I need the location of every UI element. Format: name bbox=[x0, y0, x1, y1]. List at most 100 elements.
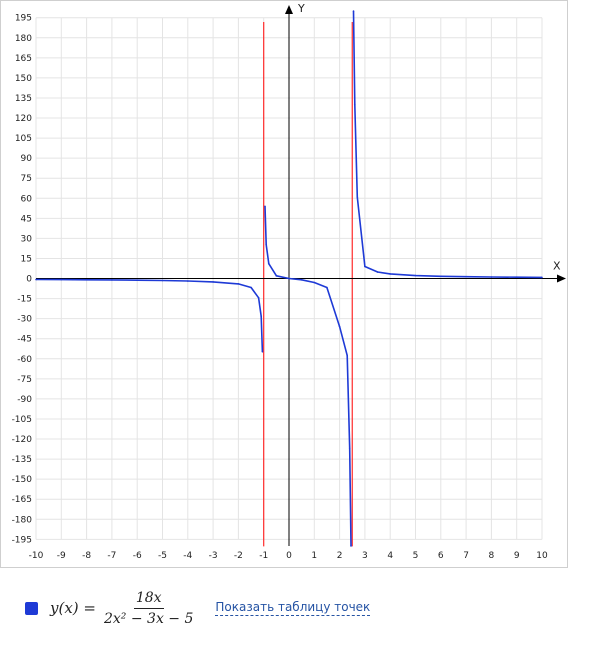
x-tick-label: 2 bbox=[337, 551, 343, 561]
data-point bbox=[440, 275, 442, 278]
data-point bbox=[541, 276, 543, 279]
x-tick-label: -8 bbox=[82, 551, 91, 561]
data-point bbox=[350, 545, 352, 547]
x-tick-label: -3 bbox=[209, 551, 218, 561]
x-tick-label: 9 bbox=[514, 551, 520, 561]
data-point bbox=[353, 103, 356, 106]
data-point bbox=[465, 275, 467, 278]
data-point bbox=[490, 276, 493, 278]
x-tick-label: -4 bbox=[183, 551, 192, 561]
y-tick-label: -45 bbox=[17, 335, 32, 345]
data-point bbox=[288, 277, 290, 280]
data-point bbox=[414, 274, 417, 277]
y-tick-label: 45 bbox=[21, 214, 32, 224]
formula-numerator: 18x bbox=[133, 590, 164, 609]
data-point bbox=[264, 205, 266, 208]
data-point bbox=[237, 283, 240, 285]
data-point bbox=[326, 286, 328, 289]
data-point bbox=[389, 273, 392, 275]
y-tick-label: -135 bbox=[12, 455, 32, 465]
y-tick-label: -15 bbox=[17, 295, 32, 305]
data-point bbox=[515, 276, 518, 279]
y-tick-label: -30 bbox=[17, 315, 32, 325]
data-point bbox=[352, 10, 355, 12]
y-tick-label: 30 bbox=[21, 234, 33, 244]
x-tick-label: -1 bbox=[259, 551, 268, 561]
x-tick-label: 0 bbox=[286, 551, 292, 561]
data-point bbox=[275, 275, 278, 277]
y-tick-label: 150 bbox=[15, 74, 32, 84]
x-axis-arrow bbox=[557, 274, 566, 283]
y-tick-label: -180 bbox=[12, 515, 33, 525]
data-point bbox=[376, 271, 379, 273]
plot-frame: X Y -10 -9 -8 -7 -6 -5 -4 -3 -2 -1 0 1 2 3 4 5 6 7 8 9 10 195 18… bbox=[0, 0, 568, 568]
data-point bbox=[85, 278, 88, 281]
data-point bbox=[313, 281, 316, 284]
y-axis-label: Y bbox=[297, 2, 305, 15]
function-curve bbox=[352, 10, 543, 279]
data-point bbox=[348, 447, 351, 450]
x-tick-label: 8 bbox=[489, 551, 495, 561]
x-tick-label: 1 bbox=[311, 551, 317, 561]
y-tick-label: 0 bbox=[26, 275, 32, 285]
y-tick-label: -60 bbox=[17, 355, 32, 365]
data-point bbox=[161, 279, 164, 282]
data-point bbox=[260, 315, 262, 318]
y-axis-arrow bbox=[285, 5, 293, 14]
x-tick-label: -5 bbox=[158, 551, 167, 561]
y-tick-label: 75 bbox=[21, 174, 32, 184]
data-point bbox=[187, 280, 189, 282]
x-tick-label: -2 bbox=[234, 551, 243, 561]
data-point bbox=[35, 278, 37, 281]
y-tick-label: 135 bbox=[15, 94, 32, 104]
data-point bbox=[267, 262, 270, 265]
x-tick-label: 3 bbox=[362, 551, 368, 561]
x-tick-label: -9 bbox=[57, 551, 66, 561]
x-tick-label: -7 bbox=[107, 551, 116, 561]
data-point bbox=[60, 278, 63, 281]
x-tick-label: -10 bbox=[29, 551, 44, 561]
function-curve bbox=[35, 278, 264, 352]
x-tick-label: 4 bbox=[387, 551, 393, 561]
data-point bbox=[300, 279, 303, 281]
data-point bbox=[136, 279, 138, 281]
x-tick-label: 10 bbox=[536, 551, 548, 561]
data-point bbox=[261, 350, 264, 353]
y-tick-label: -90 bbox=[17, 395, 32, 405]
y-tick-label: 15 bbox=[21, 254, 32, 264]
legend-color-swatch bbox=[25, 601, 38, 615]
x-tick-label: 7 bbox=[463, 551, 469, 561]
x-tick-label: -6 bbox=[133, 551, 142, 561]
data-point bbox=[356, 196, 359, 198]
show-points-table-link[interactable]: Показать таблицу точек bbox=[215, 600, 371, 616]
y-tick-label: -195 bbox=[12, 535, 32, 545]
data-point bbox=[212, 281, 214, 283]
y-tick-label: -120 bbox=[12, 435, 33, 445]
data-point bbox=[257, 296, 260, 299]
legend-formula: y(x) = 18x 2x² − 3x − 5 bbox=[50, 590, 193, 627]
data-point bbox=[265, 243, 268, 246]
y-tick-label: -165 bbox=[12, 495, 32, 505]
legend: y(x) = 18x 2x² − 3x − 5 Показать таблицу… bbox=[25, 588, 371, 628]
x-tick-label: 6 bbox=[438, 551, 444, 561]
data-point bbox=[111, 279, 113, 281]
x-axis-label: X bbox=[553, 260, 561, 273]
y-tick-label: 60 bbox=[21, 194, 33, 204]
y-tick-label: -105 bbox=[12, 415, 32, 425]
data-point bbox=[364, 265, 366, 268]
formula-denominator: 2x² − 3x − 5 bbox=[103, 610, 194, 627]
formula-lhs: y(x) = bbox=[50, 599, 96, 617]
y-tick-label: 180 bbox=[15, 34, 32, 44]
y-tick-label: -75 bbox=[17, 375, 32, 385]
y-tick-label: 105 bbox=[15, 134, 32, 144]
function-plot: XY-10 -9 -8 -7 -6 -5 -4 -3 -2 -1 0 1 2 3 4 5 6 7 8 9 1019518… bbox=[12, 2, 566, 561]
y-tick-label: -150 bbox=[12, 475, 33, 485]
y-tick-label: 120 bbox=[15, 114, 32, 124]
function-curve bbox=[264, 206, 352, 547]
y-tick-label: 195 bbox=[15, 14, 32, 24]
x-tick-label: 5 bbox=[413, 551, 419, 561]
formula-fraction: 18x 2x² − 3x − 5 bbox=[104, 590, 193, 627]
y-tick-label: 165 bbox=[15, 54, 32, 64]
y-tick-label: 90 bbox=[21, 154, 33, 164]
data-point bbox=[346, 354, 348, 357]
